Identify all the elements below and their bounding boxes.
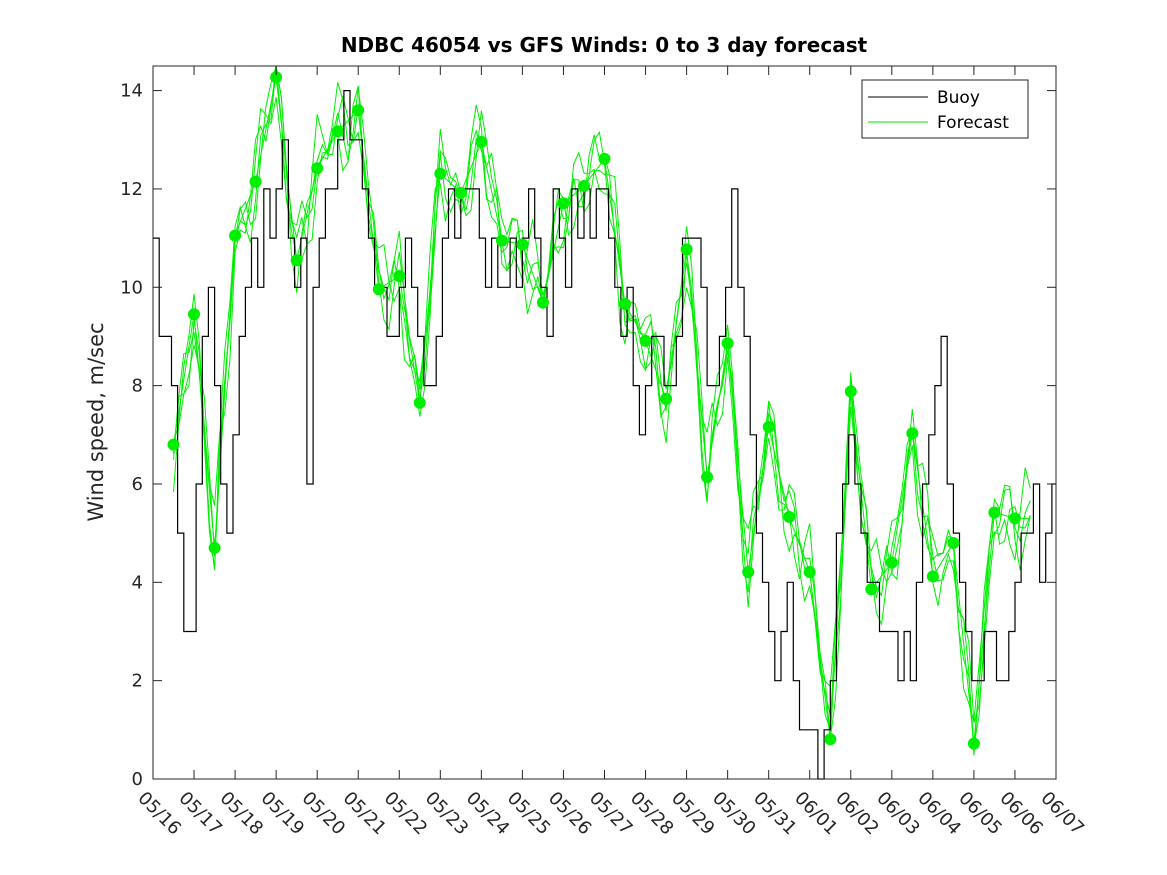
x-tick-label: 05/26 bbox=[544, 788, 596, 840]
forecast-point bbox=[393, 270, 406, 282]
forecast-point bbox=[988, 506, 1001, 519]
forecast-point bbox=[516, 238, 529, 251]
forecast-point bbox=[352, 104, 365, 117]
forecast-point bbox=[680, 243, 693, 256]
forecast-point bbox=[495, 234, 508, 247]
chart-title: NDBC 46054 vs GFS Winds: 0 to 3 day fore… bbox=[341, 33, 868, 57]
y-tick-label: 0 bbox=[132, 769, 143, 790]
forecast-point bbox=[229, 229, 242, 242]
forecast-point bbox=[413, 396, 426, 409]
forecast-point bbox=[660, 392, 673, 405]
y-tick-label: 8 bbox=[132, 376, 143, 397]
forecast-point bbox=[454, 186, 467, 199]
forecast-point bbox=[270, 71, 283, 84]
forecast-point bbox=[742, 566, 755, 578]
forecast-point bbox=[331, 125, 344, 138]
forecast-point bbox=[701, 471, 714, 484]
forecast-point bbox=[208, 541, 221, 554]
forecast-markers bbox=[167, 71, 1021, 750]
x-tick-label: 05/24 bbox=[462, 788, 514, 840]
forecast-line-0 bbox=[173, 77, 1031, 744]
y-axis: 0 2 4 6 8 10 12 14 bbox=[120, 81, 1056, 790]
x-tick-label: 05/31 bbox=[749, 788, 801, 840]
forecast-point bbox=[167, 438, 180, 451]
forecast-point bbox=[885, 556, 898, 569]
x-axis: 05/1605/1705/1805/1905/2005/2105/2205/23… bbox=[133, 66, 1088, 839]
x-tick-label: 05/27 bbox=[585, 788, 637, 840]
x-tick-label: 05/19 bbox=[257, 788, 309, 840]
y-tick-label: 4 bbox=[132, 572, 143, 593]
y-tick-label: 2 bbox=[132, 671, 143, 692]
forecast-line-4 bbox=[173, 69, 1031, 746]
forecast-point bbox=[372, 283, 385, 296]
x-tick-label: 05/16 bbox=[133, 788, 185, 840]
forecast-ensemble-lines bbox=[173, 65, 1031, 756]
forecast-point bbox=[578, 180, 590, 192]
forecast-point bbox=[249, 175, 262, 188]
forecast-point bbox=[434, 167, 447, 180]
forecast-point bbox=[311, 162, 324, 175]
forecast-point bbox=[475, 135, 488, 148]
buoy-series bbox=[153, 90, 1056, 780]
x-tick-label: 06/05 bbox=[954, 788, 1006, 840]
forecast-point bbox=[967, 737, 980, 750]
forecast-point bbox=[844, 385, 857, 398]
forecast-point bbox=[762, 420, 775, 433]
y-tick-label: 10 bbox=[120, 277, 143, 298]
forecast-point bbox=[721, 337, 734, 350]
x-tick-label: 06/04 bbox=[913, 788, 965, 840]
x-tick-label: 05/17 bbox=[175, 788, 227, 840]
legend-box bbox=[861, 79, 1029, 139]
forecast-point bbox=[803, 566, 816, 578]
x-tick-label: 06/03 bbox=[872, 788, 924, 840]
y-tick-label: 12 bbox=[120, 179, 143, 200]
forecast-point bbox=[290, 254, 303, 267]
forecast-point bbox=[536, 296, 549, 309]
forecast-point bbox=[906, 427, 919, 440]
x-tick-label: 05/30 bbox=[708, 788, 760, 840]
x-tick-label: 06/06 bbox=[995, 788, 1047, 840]
forecast-point bbox=[598, 152, 611, 165]
forecast-point bbox=[1009, 512, 1021, 525]
x-tick-label: 05/23 bbox=[421, 788, 473, 840]
x-tick-label: 05/25 bbox=[503, 788, 555, 840]
x-tick-label: 05/21 bbox=[339, 788, 391, 840]
forecast-point bbox=[188, 308, 200, 321]
buoy-line bbox=[153, 90, 1056, 780]
forecast-point bbox=[926, 570, 939, 583]
forecast-point bbox=[619, 298, 631, 310]
forecast-point bbox=[947, 537, 960, 549]
forecast-point bbox=[557, 197, 570, 210]
x-tick-label: 05/20 bbox=[298, 788, 350, 840]
y-tick-label: 14 bbox=[120, 81, 143, 102]
x-tick-label: 06/01 bbox=[790, 788, 842, 840]
x-tick-label: 05/18 bbox=[216, 788, 268, 840]
x-tick-label: 06/02 bbox=[831, 788, 883, 840]
x-tick-label: 05/28 bbox=[626, 788, 678, 840]
forecast-point bbox=[639, 334, 652, 347]
legend-forecast-label: Forecast bbox=[937, 113, 1009, 133]
x-tick-label: 05/29 bbox=[667, 788, 719, 840]
forecast-line-3 bbox=[173, 65, 1031, 756]
x-tick-label: 05/22 bbox=[380, 788, 432, 840]
forecast-point bbox=[865, 583, 878, 596]
legend: Buoy Forecast bbox=[861, 79, 1029, 139]
forecast-point bbox=[824, 733, 837, 746]
forecast-point bbox=[783, 510, 796, 523]
y-tick-label: 6 bbox=[132, 474, 143, 495]
x-tick-label: 06/07 bbox=[1036, 788, 1088, 840]
y-axis-label: Wind speed, m/sec bbox=[84, 322, 108, 521]
forecast-line-1 bbox=[173, 87, 1031, 724]
legend-buoy-label: Buoy bbox=[937, 88, 980, 108]
forecast-line-2 bbox=[173, 65, 1031, 730]
